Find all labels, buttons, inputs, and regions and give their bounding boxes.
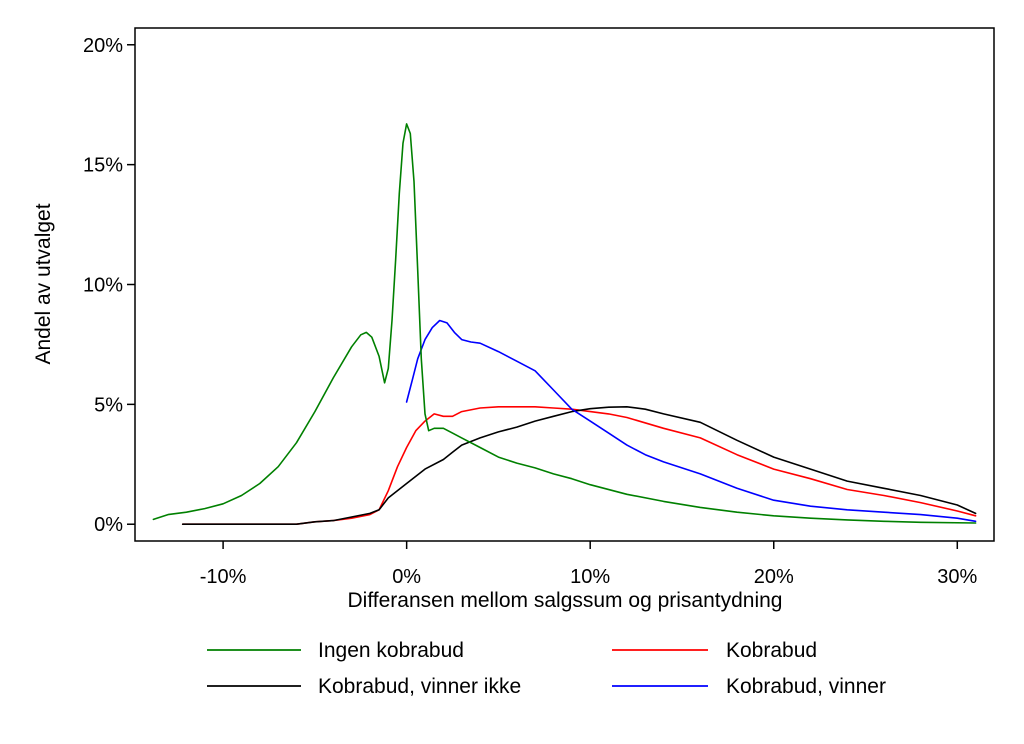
series-line-ingen-kobrabud	[152, 123, 977, 524]
legend-label: Ingen kobrabud	[318, 639, 464, 662]
x-tick-label: 0%	[392, 566, 421, 588]
x-tick-label: 30%	[937, 566, 977, 588]
y-tick-label: 20%	[83, 35, 123, 57]
x-tick-label: 10%	[570, 566, 610, 588]
y-tick-label: 5%	[94, 394, 123, 416]
series-line-kobrabud-vinner	[405, 319, 977, 523]
x-tick-label: -10%	[200, 566, 247, 588]
y-axis: 0% 5% 10% 15% 20%	[83, 35, 135, 536]
x-tick-label: 20%	[754, 566, 794, 588]
series-layer	[152, 123, 977, 526]
x-axis: -10% 0% 10% 20% 30%	[200, 541, 978, 588]
y-tick-label: 15%	[83, 155, 123, 177]
legend-label: Kobrabud	[726, 639, 817, 662]
y-tick-label: 0%	[94, 514, 123, 536]
legend-label: Kobrabud, vinner	[726, 675, 886, 698]
legend: Ingen kobrabud Kobrabud Kobrabud, vinner i…	[207, 639, 886, 698]
series-line-kobrabud-vinner-ikke	[181, 405, 977, 526]
y-tick-label: 10%	[83, 275, 123, 297]
x-axis-title: Differansen mellom salgssum og prisantyd…	[348, 589, 783, 612]
legend-label: Kobrabud, vinner ikke	[318, 675, 521, 698]
y-axis-title: Andel av utvalget	[32, 203, 55, 364]
plot-frame	[134, 27, 995, 542]
